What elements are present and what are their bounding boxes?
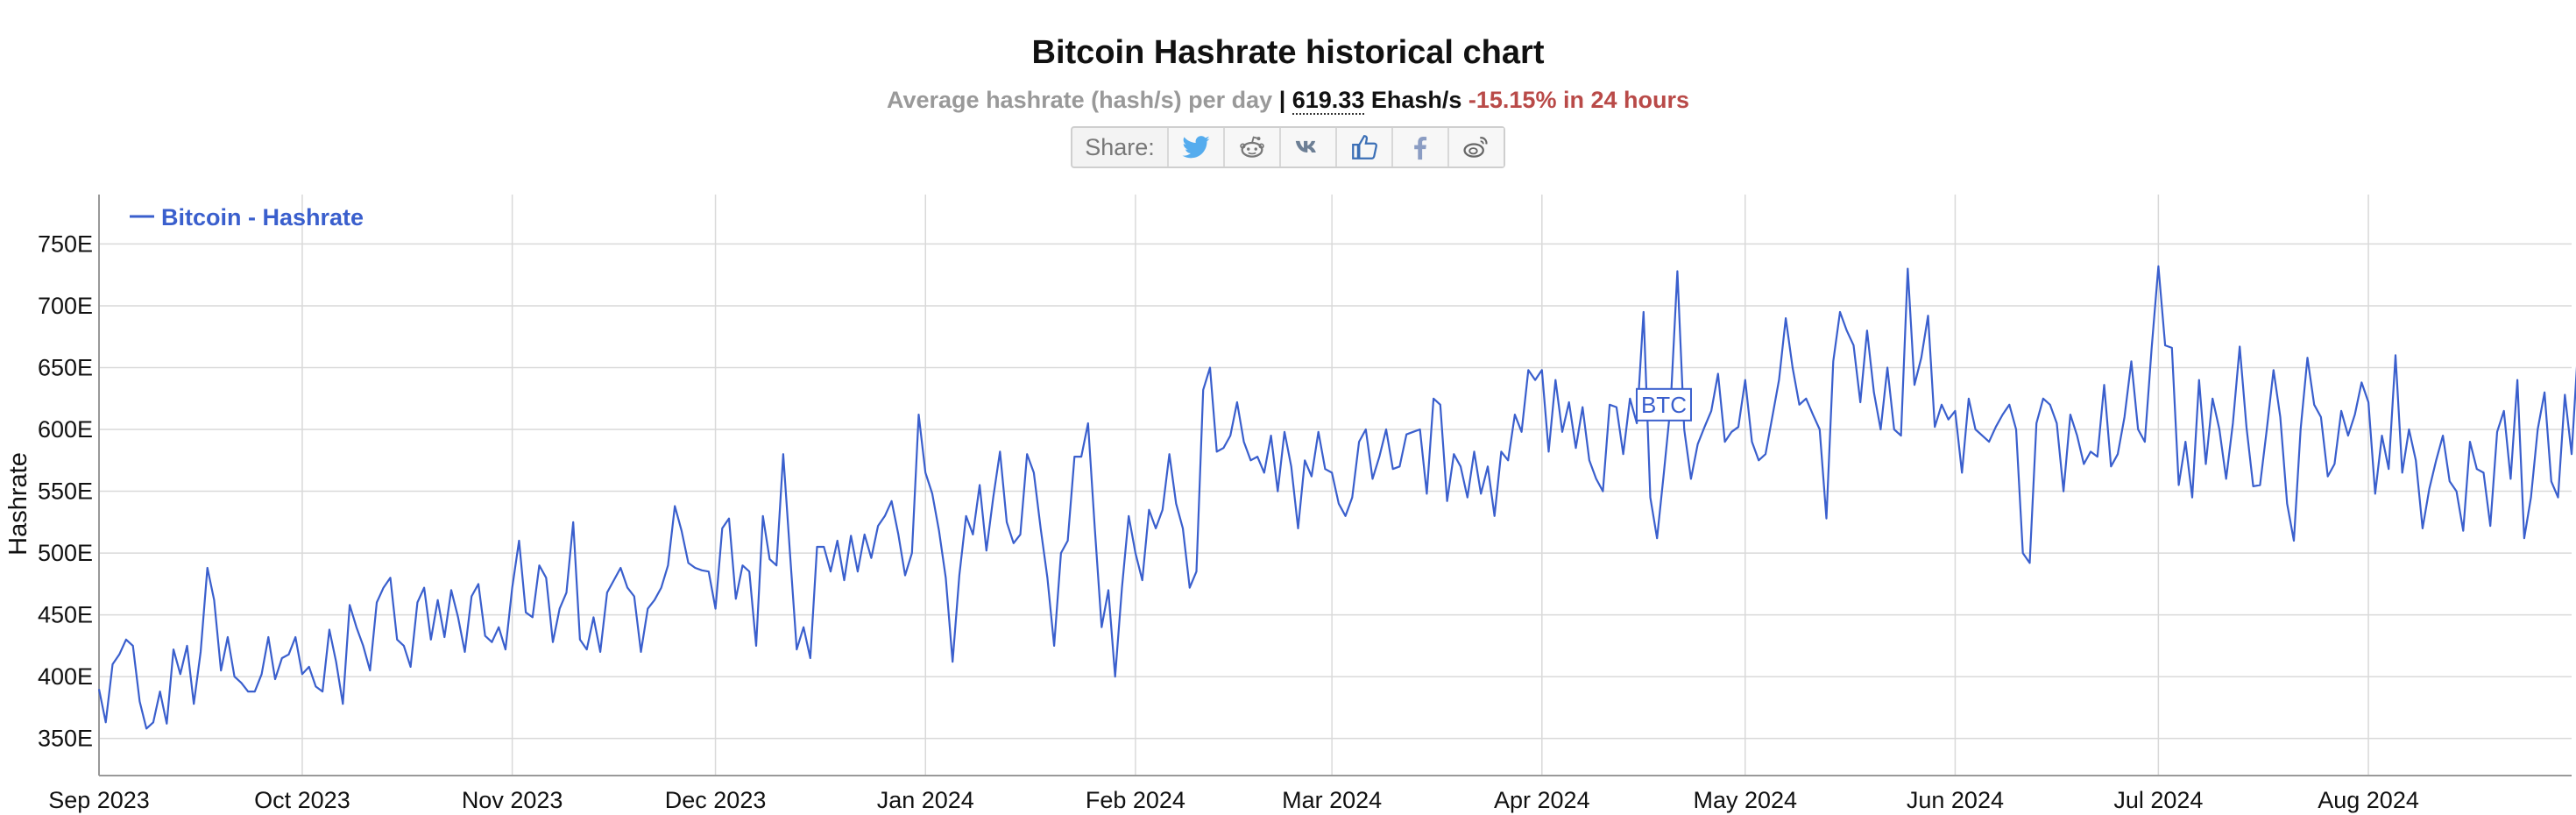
x-tick-label: Feb 2024: [1086, 787, 1185, 813]
y-tick-label: 450E: [38, 602, 93, 628]
annotation-box: [1635, 387, 1692, 422]
chart-subtitle: Average hashrate (hash/s) per day | 619.…: [0, 82, 2576, 117]
y-tick-label: 650E: [38, 354, 93, 380]
y-tick-label: 500E: [38, 540, 93, 566]
like-icon: [1351, 135, 1377, 159]
subtitle-separator: |: [1272, 87, 1292, 113]
annotation-label: BTC: [1641, 392, 1687, 418]
reddit-icon: [1240, 136, 1264, 158]
share-facebook-button[interactable]: [1391, 128, 1447, 167]
y-axis-label: Hashrate: [4, 452, 32, 556]
share-like-button[interactable]: [1334, 128, 1391, 167]
x-tick-label: Jul 2024: [2113, 787, 2203, 813]
hashrate-unit: Ehash/s: [1364, 87, 1468, 113]
chart-header: Bitcoin Hashrate historical chart Averag…: [0, 30, 2576, 168]
share-reddit-button[interactable]: [1222, 128, 1279, 167]
subtitle-label: Average hashrate (hash/s) per day: [887, 87, 1273, 113]
facebook-icon: [1413, 136, 1426, 160]
share-bar: Share:: [1071, 126, 1505, 168]
y-tick-label: 600E: [38, 416, 93, 443]
y-tick-label: 400E: [38, 663, 93, 690]
x-tick-label: Aug 2024: [2318, 787, 2419, 813]
twitter-icon: [1182, 136, 1210, 159]
x-tick-label: Sep 2023: [48, 787, 150, 813]
change-24h: -15.15% in 24 hours: [1468, 87, 1689, 113]
weibo-icon: [1463, 137, 1488, 158]
share-label: Share:: [1085, 133, 1155, 160]
x-tick-label: May 2024: [1693, 787, 1797, 813]
y-tick-label: 350E: [38, 726, 93, 752]
x-tick-label: Oct 2023: [254, 787, 350, 813]
x-tick-label: Dec 2023: [665, 787, 767, 813]
series-line-bitcoin-hashrate[interactable]: [97, 237, 2576, 730]
current-hashrate-value[interactable]: 619.33: [1292, 87, 1365, 115]
x-tick-label: Nov 2023: [462, 787, 563, 813]
y-tick-label: 700E: [38, 293, 93, 319]
y-tick-label: 550E: [38, 478, 93, 505]
btc-annotation[interactable]: BTC: [1635, 387, 1692, 422]
legend-label: Bitcoin - Hashrate: [161, 204, 364, 230]
x-tick-label: Mar 2024: [1282, 787, 1382, 813]
y-tick-label: 750E: [38, 230, 93, 257]
x-tick-label: Apr 2024: [1494, 787, 1590, 813]
vk-icon: [1295, 140, 1316, 152]
x-tick-label: Jun 2024: [1907, 787, 2004, 813]
share-vk-button[interactable]: [1278, 128, 1335, 167]
x-tick-label: Jan 2024: [877, 787, 974, 813]
share-weibo-button[interactable]: [1447, 128, 1504, 167]
legend[interactable]: Bitcoin - Hashrate: [130, 204, 364, 230]
chart-title: Bitcoin Hashrate historical chart: [1031, 34, 1545, 71]
share-twitter-button[interactable]: [1166, 128, 1223, 167]
axes: 350E 400E 450E 500E 550E 600E 650E 700E 750E Sep …: [38, 195, 2572, 813]
